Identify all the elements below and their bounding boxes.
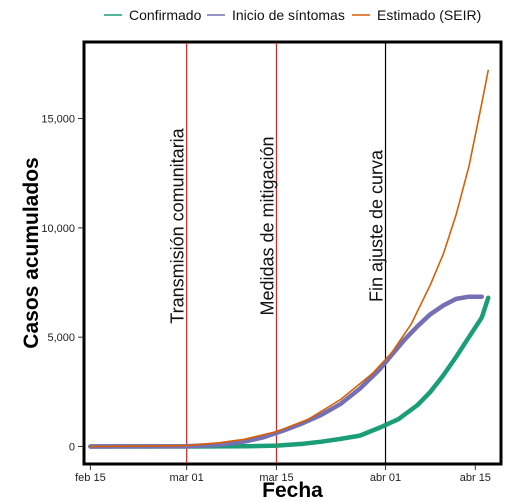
legend: Confirmado Inicio de síntomas Estimado (SE… (104, 7, 481, 23)
event-line-label-0: Transmisión comunitaria (168, 127, 188, 323)
x-tick-label-0: feb 15 (75, 472, 106, 484)
event-line-label-2: Fin ajuste de curva (367, 149, 387, 302)
y-tick-label-3: 15,000 (41, 114, 75, 126)
x-tick-label-2: mar 15 (259, 472, 293, 484)
series-line-2 (89, 69, 489, 448)
x-axis-title: Fecha (262, 479, 323, 502)
series-line-1 (88, 294, 485, 449)
event-lines: Transmisión comunitaria Medidas de mitiga… (168, 43, 387, 463)
x-tick-label-3: abr 01 (370, 472, 401, 484)
plot-panel (82, 40, 503, 466)
event-line-label-1: Medidas de mitigación (257, 136, 277, 315)
y-axis: 0 5,000 10,000 15,000 (41, 114, 83, 454)
series-line-0 (88, 295, 491, 449)
legend-label-0: Confirmado (129, 7, 202, 23)
y-axis-title: Casos acumulados (20, 157, 43, 348)
series-lines (88, 69, 491, 449)
y-tick-label-2: 10,000 (41, 223, 75, 235)
legend-label-2: Estimado (SEIR) (377, 7, 481, 23)
x-tick-label-1: mar 01 (170, 472, 204, 484)
legend-label-1: Inicio de síntomas (232, 7, 345, 23)
y-tick-label-0: 0 (69, 442, 75, 454)
x-axis: feb 15 mar 01 mar 15 abr 01 abr 15 (75, 465, 491, 484)
y-tick-label-1: 5,000 (47, 332, 75, 344)
x-tick-label-4: abr 15 (460, 472, 491, 484)
